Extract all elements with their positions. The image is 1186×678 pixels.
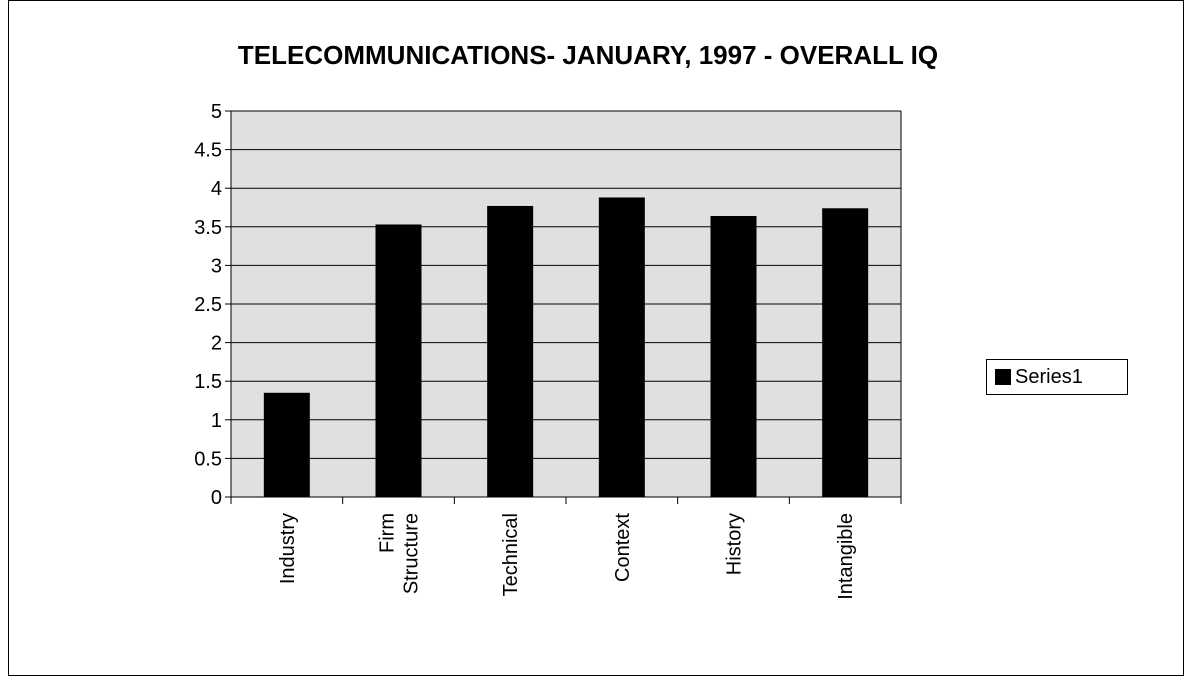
chart-title: TELECOMMUNICATIONS- JANUARY, 1997 - OVER…: [237, 40, 939, 70]
bar-2: [487, 205, 534, 497]
x-tick-label: Context: [612, 513, 634, 582]
y-tick-label: 4: [211, 178, 222, 200]
bar-4: [710, 215, 757, 497]
y-tick-label: 5: [211, 101, 222, 123]
y-tick-label: 2.5: [194, 294, 222, 316]
y-tick-label: 0.5: [194, 448, 222, 470]
y-tick-label: 3.5: [194, 217, 222, 239]
legend-swatch: [995, 369, 1011, 385]
y-tick-label: 3: [211, 255, 222, 277]
x-tick-label: Firm: [377, 513, 399, 553]
y-tick-label: 0: [211, 487, 222, 509]
x-tick-label: Technical: [500, 513, 522, 596]
bar-3: [598, 197, 645, 498]
bar-5: [822, 208, 869, 497]
legend-label: Series1: [1015, 365, 1083, 388]
x-tick-label: History: [724, 513, 746, 575]
chart-legend: Series1: [986, 359, 1128, 395]
x-tick-label: Industry: [277, 513, 299, 584]
y-tick-label: 1.5: [194, 371, 222, 393]
x-tick-label: Structure: [401, 513, 423, 594]
y-tick-label: 1: [211, 410, 222, 432]
bar-0: [263, 392, 310, 497]
bar-1: [375, 224, 422, 497]
x-tick-label: Intangible: [835, 513, 857, 600]
y-tick-label: 4.5: [194, 140, 222, 162]
y-tick-label: 2: [211, 333, 222, 355]
